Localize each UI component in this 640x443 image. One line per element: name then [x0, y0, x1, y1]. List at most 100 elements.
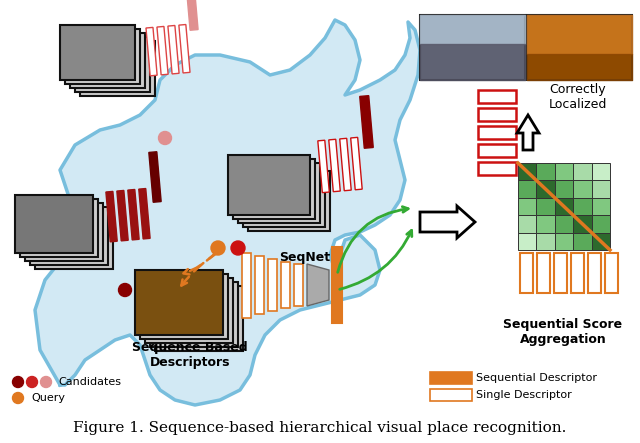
- Bar: [155, 286, 243, 351]
- Ellipse shape: [26, 377, 38, 388]
- Bar: [588, 253, 601, 293]
- Bar: [555, 180, 573, 198]
- Bar: [573, 215, 591, 233]
- Bar: [35, 211, 113, 269]
- Bar: [340, 138, 351, 191]
- Text: Figure 1. Sequence-based hierarchical visual place recognition.: Figure 1. Sequence-based hierarchical vi…: [74, 421, 566, 435]
- Bar: [591, 215, 610, 233]
- Bar: [518, 198, 536, 215]
- Bar: [228, 155, 310, 215]
- Bar: [478, 162, 516, 175]
- Bar: [294, 264, 303, 306]
- Bar: [478, 144, 516, 157]
- Text: SeqNet: SeqNet: [280, 252, 331, 264]
- Bar: [573, 233, 591, 250]
- Bar: [555, 198, 573, 215]
- Bar: [536, 198, 555, 215]
- Bar: [70, 33, 145, 88]
- Bar: [281, 262, 290, 308]
- Bar: [30, 207, 108, 265]
- Bar: [591, 163, 610, 180]
- Bar: [135, 270, 223, 335]
- Bar: [573, 180, 591, 198]
- Bar: [591, 180, 610, 198]
- Ellipse shape: [159, 132, 172, 144]
- Bar: [25, 203, 103, 261]
- Bar: [518, 180, 536, 198]
- Bar: [146, 27, 157, 76]
- Bar: [478, 126, 516, 139]
- Bar: [80, 41, 155, 96]
- Bar: [430, 372, 472, 384]
- Bar: [15, 195, 93, 253]
- Ellipse shape: [118, 284, 131, 296]
- Ellipse shape: [13, 392, 24, 404]
- Bar: [536, 233, 555, 250]
- Text: Candidates: Candidates: [58, 377, 121, 387]
- Polygon shape: [35, 20, 420, 405]
- Bar: [140, 274, 228, 339]
- Bar: [149, 152, 161, 202]
- Text: Sequential Descriptor: Sequential Descriptor: [476, 373, 597, 383]
- Bar: [536, 215, 555, 233]
- Bar: [255, 256, 264, 314]
- Bar: [520, 253, 533, 293]
- Bar: [242, 253, 251, 318]
- Bar: [555, 163, 573, 180]
- Bar: [329, 139, 340, 192]
- Bar: [536, 163, 555, 180]
- Bar: [65, 29, 140, 84]
- Text: Correctly
Localized: Correctly Localized: [549, 83, 607, 111]
- Bar: [527, 15, 632, 80]
- Bar: [150, 282, 238, 347]
- Bar: [233, 159, 315, 219]
- Bar: [478, 108, 516, 121]
- Bar: [360, 96, 373, 148]
- Bar: [128, 190, 139, 240]
- Bar: [555, 233, 573, 250]
- Bar: [591, 198, 610, 215]
- Bar: [518, 233, 536, 250]
- Text: Sequence Based
Descriptors: Sequence Based Descriptors: [132, 341, 248, 369]
- Bar: [573, 198, 591, 215]
- Bar: [168, 26, 179, 74]
- Bar: [20, 199, 98, 257]
- Bar: [75, 37, 150, 92]
- Bar: [351, 137, 362, 190]
- FancyArrow shape: [420, 206, 475, 238]
- Bar: [571, 253, 584, 293]
- Bar: [268, 259, 277, 311]
- Bar: [573, 163, 591, 180]
- Bar: [186, 0, 198, 30]
- FancyArrow shape: [517, 115, 539, 150]
- Bar: [430, 389, 472, 401]
- Text: Sequential Score
Aggregation: Sequential Score Aggregation: [504, 318, 623, 346]
- Bar: [145, 278, 233, 343]
- Bar: [518, 215, 536, 233]
- Text: Single Descriptor: Single Descriptor: [476, 390, 572, 400]
- Bar: [554, 253, 567, 293]
- Ellipse shape: [231, 241, 245, 255]
- Text: Query: Query: [31, 393, 65, 403]
- Bar: [555, 215, 573, 233]
- Bar: [518, 163, 536, 180]
- Ellipse shape: [40, 377, 51, 388]
- Bar: [318, 140, 330, 193]
- Bar: [478, 90, 516, 103]
- Ellipse shape: [13, 377, 24, 388]
- Ellipse shape: [211, 241, 225, 255]
- Bar: [243, 167, 325, 227]
- Bar: [537, 253, 550, 293]
- Bar: [605, 253, 618, 293]
- Bar: [60, 25, 135, 80]
- Bar: [106, 191, 117, 242]
- Polygon shape: [307, 264, 329, 306]
- Bar: [139, 189, 150, 239]
- Bar: [117, 190, 128, 241]
- Bar: [420, 15, 525, 80]
- Bar: [179, 24, 190, 73]
- Bar: [536, 180, 555, 198]
- Bar: [591, 233, 610, 250]
- Bar: [238, 163, 320, 223]
- Bar: [248, 171, 330, 231]
